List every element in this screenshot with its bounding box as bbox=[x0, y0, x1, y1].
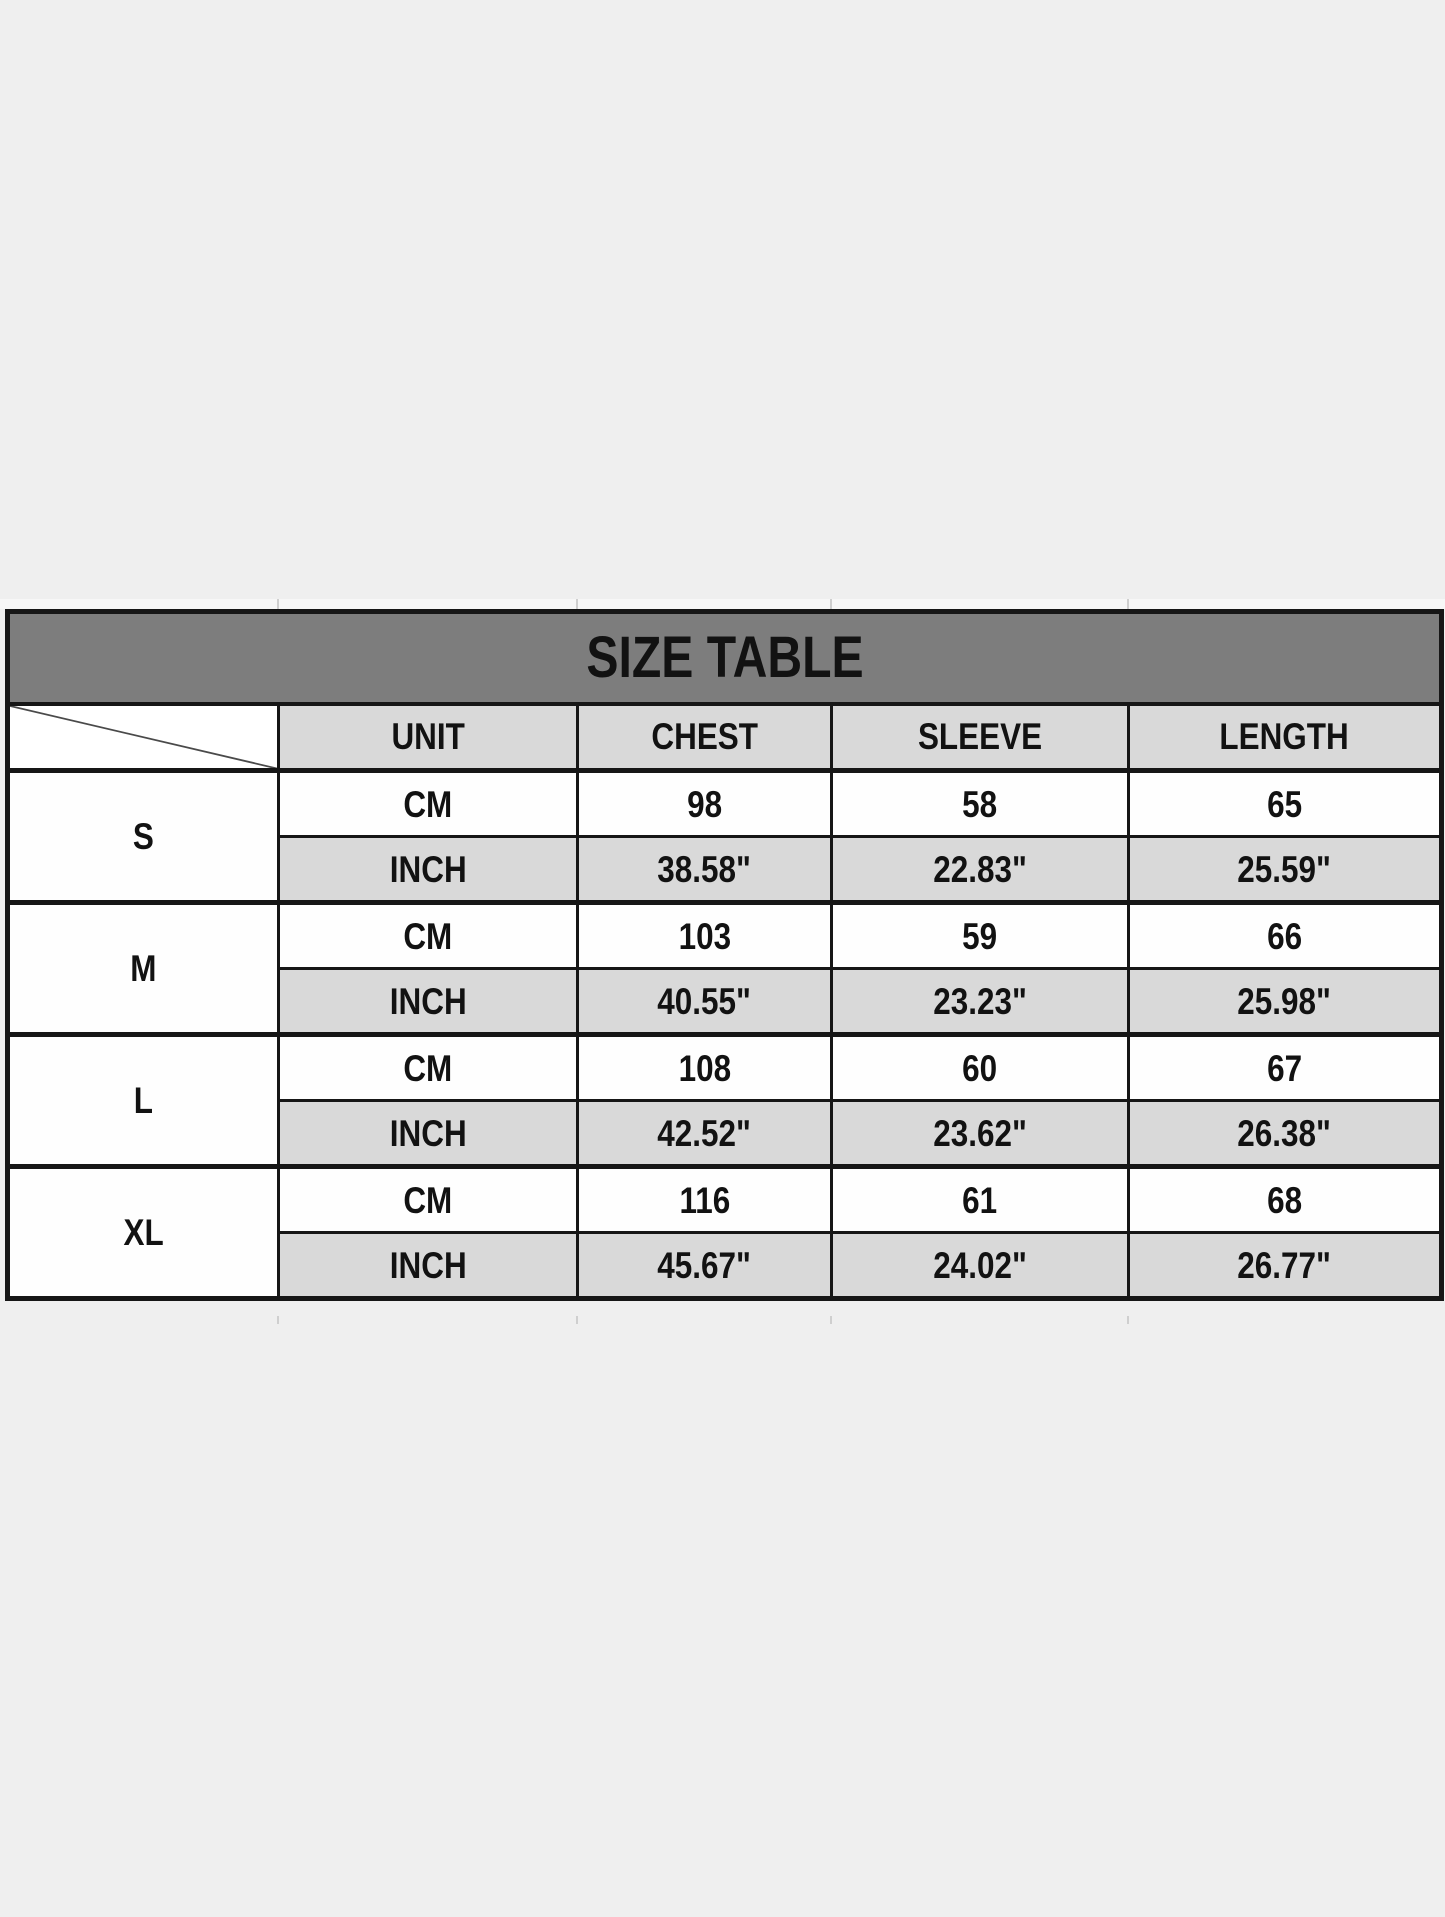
cell-text: INCH bbox=[389, 1244, 467, 1286]
cell-text: 25.59" bbox=[1237, 848, 1332, 890]
chest-value: 38.58" bbox=[576, 835, 833, 904]
cell-text: 59 bbox=[962, 915, 998, 957]
cell-text: 108 bbox=[678, 1047, 731, 1089]
size-label-m: M bbox=[6, 900, 280, 1036]
length-value: 68 bbox=[1126, 1164, 1444, 1234]
unit-label-cell: INCH bbox=[277, 1099, 579, 1168]
length-value: 67 bbox=[1126, 1032, 1444, 1102]
cell-text: INCH bbox=[389, 1112, 467, 1154]
cell-text: 61 bbox=[962, 1179, 998, 1221]
cell-text: 23.62" bbox=[933, 1112, 1027, 1154]
cell-text: L bbox=[133, 1080, 154, 1121]
cell-text: M bbox=[130, 948, 157, 989]
length-value: 26.77" bbox=[1126, 1231, 1444, 1300]
cell-text: 22.83" bbox=[933, 848, 1027, 890]
chest-value: 42.52" bbox=[576, 1099, 833, 1168]
title-banner-cell: SIZE TABLE bbox=[5, 610, 1444, 706]
size-table: SIZE TABLE UNIT CHEST SLEEVE LENGTH S CM… bbox=[5, 609, 1445, 1301]
sleeve-value: 22.83" bbox=[830, 835, 1130, 904]
table-row-xl-cm: XL CM 116 61 68 bbox=[6, 1164, 1444, 1300]
cell-text: 60 bbox=[962, 1047, 998, 1089]
cell-text: 26.38" bbox=[1237, 1112, 1332, 1154]
cell-text: 68 bbox=[1267, 1179, 1303, 1221]
page-title: SIZE TABLE bbox=[585, 624, 864, 690]
table-row-xl-inch: INCH 45.67" 24.02" 26.77" bbox=[8, 1231, 1444, 1300]
length-value: 25.59" bbox=[1126, 835, 1444, 904]
chest-value: 98 bbox=[576, 768, 833, 838]
cell-text: S bbox=[133, 816, 154, 857]
chest-value: 103 bbox=[576, 900, 833, 970]
table-row-l-inch: INCH 42.52" 23.62" 26.38" bbox=[8, 1099, 1444, 1168]
table-row-m-inch: INCH 40.55" 23.23" 25.98" bbox=[8, 967, 1444, 1036]
column-header-unit: UNIT bbox=[277, 702, 579, 772]
unit-label-cell: CM bbox=[277, 768, 579, 838]
chest-value: 40.55" bbox=[576, 967, 833, 1036]
spreadsheet-remnant-strip-top bbox=[0, 599, 1445, 609]
cell-text: UNIT bbox=[391, 716, 465, 758]
unit-label-cell: CM bbox=[277, 1032, 579, 1102]
cell-text: CHEST bbox=[651, 716, 758, 758]
cell-text: LENGTH bbox=[1219, 716, 1350, 758]
table-row-m-cm: M CM 103 59 66 bbox=[6, 900, 1444, 1036]
sleeve-value: 61 bbox=[830, 1164, 1130, 1234]
cell-text: 65 bbox=[1267, 783, 1303, 825]
sleeve-value: 60 bbox=[830, 1032, 1130, 1102]
cell-text: 40.55" bbox=[657, 980, 752, 1022]
cell-text: CM bbox=[403, 1047, 453, 1089]
column-header-length: LENGTH bbox=[1126, 702, 1444, 772]
cell-text: 66 bbox=[1267, 915, 1303, 957]
sleeve-value: 58 bbox=[830, 768, 1130, 838]
title-banner-row: SIZE TABLE bbox=[5, 610, 1444, 706]
length-value: 66 bbox=[1126, 900, 1444, 970]
sleeve-value: 23.23" bbox=[830, 967, 1130, 1036]
cell-text: 45.67" bbox=[657, 1244, 752, 1286]
cell-text: 58 bbox=[962, 783, 998, 825]
cell-text: 67 bbox=[1267, 1047, 1303, 1089]
cell-text: CM bbox=[403, 1179, 453, 1221]
unit-label-cell: CM bbox=[277, 900, 579, 970]
table-row-s-cm: S CM 98 58 65 bbox=[6, 768, 1444, 904]
cell-text: CM bbox=[403, 915, 453, 957]
sleeve-value: 59 bbox=[830, 900, 1130, 970]
unit-label-cell: INCH bbox=[277, 835, 579, 904]
cell-text: 26.77" bbox=[1237, 1244, 1332, 1286]
spreadsheet-remnant-strip-bottom bbox=[0, 1316, 1445, 1324]
cell-text: 98 bbox=[687, 783, 722, 825]
column-header-row: UNIT CHEST SLEEVE LENGTH bbox=[6, 702, 1444, 772]
size-label-l: L bbox=[6, 1032, 280, 1168]
sleeve-value: 24.02" bbox=[830, 1231, 1130, 1300]
unit-label-cell: CM bbox=[277, 1164, 579, 1234]
sleeve-value: 23.62" bbox=[830, 1099, 1130, 1168]
size-label-xl: XL bbox=[6, 1164, 280, 1300]
cell-text: 24.02" bbox=[933, 1244, 1027, 1286]
cell-text: 38.58" bbox=[657, 848, 752, 890]
size-label-s: S bbox=[6, 768, 280, 904]
diagonal-line bbox=[10, 706, 277, 769]
chest-value: 45.67" bbox=[576, 1231, 833, 1300]
cell-text: 23.23" bbox=[933, 980, 1027, 1022]
table-row-s-inch: INCH 38.58" 22.83" 25.59" bbox=[8, 835, 1444, 904]
cell-text: INCH bbox=[389, 980, 467, 1022]
column-header-chest: CHEST bbox=[576, 702, 833, 772]
cell-text: 25.98" bbox=[1237, 980, 1332, 1022]
cell-text: INCH bbox=[389, 848, 467, 890]
cell-text: SLEEVE bbox=[917, 716, 1043, 758]
unit-label-cell: INCH bbox=[277, 967, 579, 1036]
cell-text: XL bbox=[123, 1212, 164, 1253]
table-row-l-cm: L CM 108 60 67 bbox=[6, 1032, 1444, 1168]
chest-value: 116 bbox=[576, 1164, 833, 1234]
cell-text: 42.52" bbox=[657, 1112, 752, 1154]
chest-value: 108 bbox=[576, 1032, 833, 1102]
column-header-sleeve: SLEEVE bbox=[830, 702, 1130, 772]
cell-text: CM bbox=[403, 783, 453, 825]
length-value: 26.38" bbox=[1126, 1099, 1444, 1168]
unit-label-cell: INCH bbox=[277, 1231, 579, 1300]
cell-text: 116 bbox=[679, 1179, 730, 1221]
length-value: 25.98" bbox=[1126, 967, 1444, 1036]
corner-cell bbox=[6, 702, 280, 772]
length-value: 65 bbox=[1126, 768, 1444, 838]
cell-text: 103 bbox=[678, 915, 731, 957]
